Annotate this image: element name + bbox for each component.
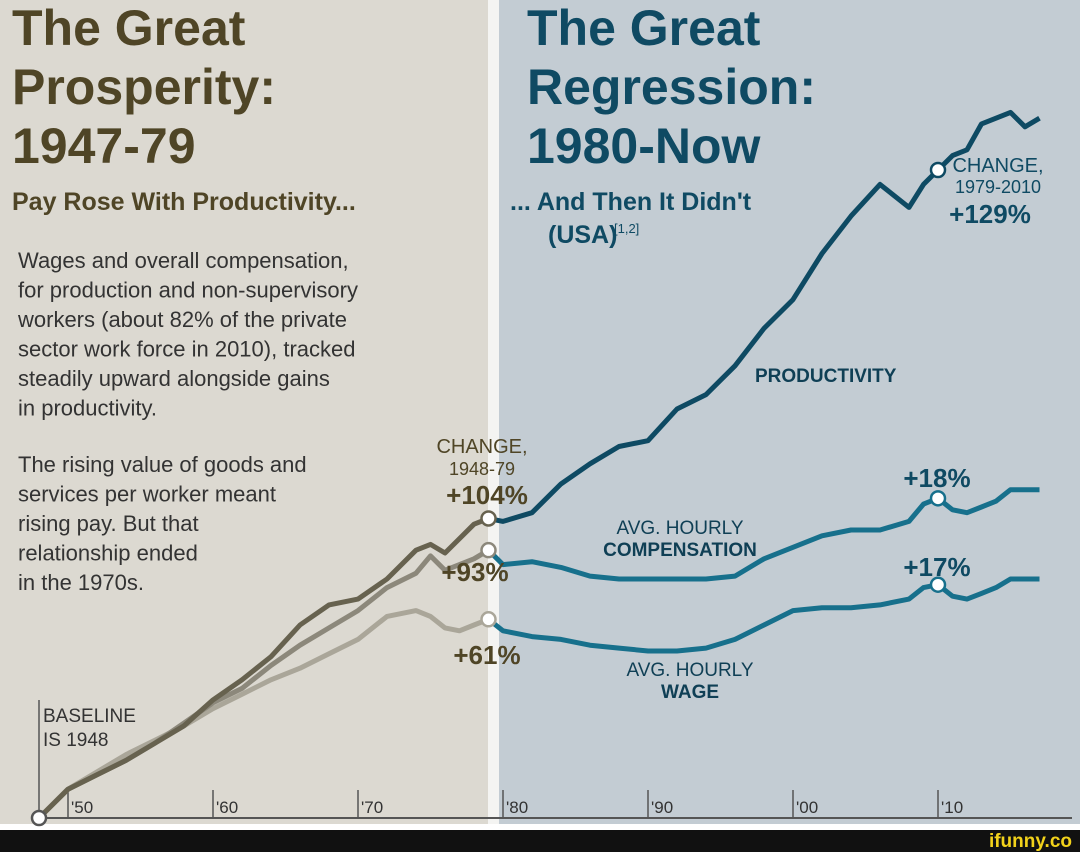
change-point <box>480 510 497 527</box>
body-text: for production and non-supervisory <box>18 278 358 303</box>
x-tick-label: '80 <box>506 798 528 817</box>
body-text: relationship ended <box>18 541 198 566</box>
change-value: +104% <box>446 480 528 510</box>
change-period: CHANGE, <box>436 436 527 458</box>
footer-bar <box>0 830 1080 852</box>
series-line <box>37 516 490 820</box>
body-text: Wages and overall compensation, <box>18 248 349 273</box>
baseline-label: IS 1948 <box>43 730 109 751</box>
body-text: in productivity. <box>18 396 157 421</box>
panel-title: The Great <box>12 0 246 56</box>
series-line <box>486 487 1040 582</box>
change-period: 1979-2010 <box>955 177 1041 197</box>
change-value: +18% <box>903 463 970 493</box>
body-text: rising pay. But that <box>18 511 199 536</box>
panel-subtitle: Pay Rose With Productivity... <box>12 188 356 216</box>
body-text: services per worker meant <box>18 482 276 507</box>
change-point <box>929 576 947 593</box>
change-value: +17% <box>903 552 970 582</box>
panel-subtitle: ... And Then It Didn't <box>510 188 752 216</box>
series-line <box>37 608 490 820</box>
change-point <box>929 490 947 507</box>
x-tick-label: '10 <box>941 798 963 817</box>
panel-subtitle: (USA) <box>548 221 617 249</box>
series-label: COMPENSATION <box>603 540 757 561</box>
footnote: [1,2] <box>614 221 639 236</box>
x-tick-label: '50 <box>71 798 93 817</box>
body-text: workers (about 82% of the private <box>17 307 347 332</box>
x-tick-label: '90 <box>651 798 673 817</box>
change-period: 1948-79 <box>449 459 515 479</box>
series-line <box>486 576 1040 654</box>
change-point <box>929 161 947 179</box>
series-label: PRODUCTIVITY <box>755 366 897 387</box>
panel-title: 1980-Now <box>527 118 761 174</box>
change-point <box>480 611 497 628</box>
x-tick-label: '70 <box>361 798 383 817</box>
series-label: AVG. HOURLY <box>616 518 743 539</box>
watermark: ifunny.co <box>989 831 1072 852</box>
body-text: in the 1970s. <box>18 570 144 595</box>
change-value: +129% <box>949 199 1031 229</box>
panel-title: The Great <box>527 0 761 56</box>
series-line <box>488 109 1041 524</box>
change-value: +93% <box>441 557 508 587</box>
series-label: WAGE <box>661 682 719 703</box>
divider <box>488 0 499 824</box>
change-point <box>480 541 497 559</box>
panel-title: 1947-79 <box>12 118 196 174</box>
panel-title: Regression: <box>527 59 816 115</box>
body-text: sector work force in 2010), tracked <box>18 337 355 362</box>
x-tick-label: '60 <box>216 798 238 817</box>
panel-title: Prosperity: <box>12 59 276 115</box>
right-panel <box>499 0 1080 824</box>
body-text: The rising value of goods and <box>18 452 307 477</box>
change-value: +61% <box>453 640 520 670</box>
baseline-label: BASELINE <box>43 706 136 727</box>
change-period: CHANGE, <box>952 155 1043 177</box>
baseline-point <box>30 809 48 827</box>
body-text: steadily upward alongside gains <box>18 366 330 391</box>
x-tick-label: '00 <box>796 798 818 817</box>
series-label: AVG. HOURLY <box>626 660 753 681</box>
